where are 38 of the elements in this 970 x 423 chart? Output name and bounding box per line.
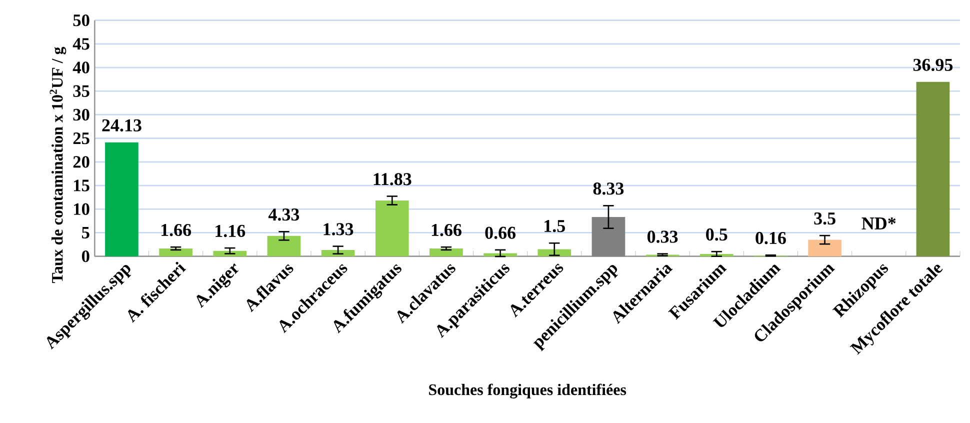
data-label: 1.16 bbox=[216, 224, 246, 238]
y-tick-label: 15 bbox=[74, 180, 90, 192]
bar bbox=[484, 253, 517, 256]
y-tick-label: 20 bbox=[73, 156, 90, 168]
data-label: 3.5 bbox=[814, 212, 836, 225]
y-tick-label: 45 bbox=[72, 38, 90, 50]
data-label: 0.66 bbox=[485, 226, 516, 239]
data-label: 36.95 bbox=[913, 58, 953, 71]
y-tick-label: 50 bbox=[73, 14, 90, 26]
y-tick-label: 5 bbox=[82, 226, 90, 238]
data-label: 1.66 bbox=[161, 224, 192, 236]
bar bbox=[159, 248, 192, 256]
text: ND* bbox=[862, 217, 896, 230]
bar bbox=[375, 200, 409, 256]
bar bbox=[267, 236, 301, 256]
data-label: 4.33 bbox=[268, 208, 300, 221]
data-label: 0.5 bbox=[706, 228, 728, 241]
data-label: 1.5 bbox=[544, 220, 565, 232]
data-label: 1.66 bbox=[432, 224, 462, 236]
bar bbox=[916, 82, 950, 256]
y-tick-label: 30 bbox=[73, 108, 90, 121]
y-tick-label: 35 bbox=[73, 85, 90, 97]
data-label: 8.33 bbox=[593, 182, 624, 195]
y-tick-label: 0 bbox=[82, 250, 90, 262]
bar bbox=[430, 248, 463, 256]
data-label: 1.33 bbox=[324, 223, 354, 236]
y-tick-label: 10 bbox=[74, 203, 90, 215]
data-label: 11.83 bbox=[374, 173, 412, 186]
y-tick-label: 25 bbox=[73, 132, 90, 144]
bar bbox=[592, 217, 626, 256]
bar bbox=[808, 240, 842, 256]
x-axis-title: Souches fongiques identifiées bbox=[429, 384, 626, 398]
data-label: 0.16 bbox=[756, 232, 786, 244]
y-tick-label: 40 bbox=[72, 62, 90, 74]
data-label: 0.33 bbox=[647, 230, 678, 243]
bar bbox=[538, 249, 572, 256]
bar bbox=[105, 142, 138, 256]
data-label: 24.13 bbox=[102, 119, 142, 132]
